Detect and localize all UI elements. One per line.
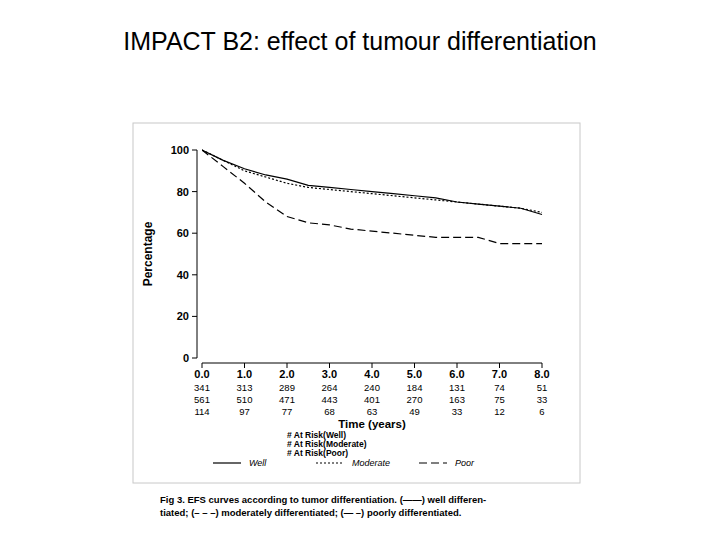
at-risk-label: # At Risk(Poor) — [287, 448, 348, 458]
y-tick — [192, 191, 197, 192]
x-tick-label: 0.0 — [194, 368, 209, 380]
slide: IMPACT B2: effect of tumour differentiat… — [0, 0, 720, 540]
slide-title: IMPACT B2: effect of tumour differentiat… — [123, 27, 596, 55]
at-risk-count: 270 — [407, 394, 423, 405]
legend-swatch — [316, 462, 344, 463]
survival-curve — [202, 150, 542, 244]
x-tick-label: 2.0 — [279, 368, 294, 380]
y-tick — [192, 316, 197, 317]
x-axis-label: Time (years) — [338, 418, 406, 430]
legend-label: Poor — [455, 458, 475, 468]
at-risk-count: 240 — [364, 382, 380, 393]
at-risk-count: 131 — [449, 382, 465, 393]
at-risk-count: 264 — [322, 382, 338, 393]
y-tick-label: 100 — [171, 144, 189, 156]
at-risk-count: 184 — [407, 382, 423, 393]
plot-area — [202, 150, 542, 244]
x-tick-label: 8.0 — [534, 368, 549, 380]
at-risk-count: 33 — [537, 394, 548, 405]
x-tick-label: 3.0 — [322, 368, 337, 380]
at-risk-count: 313 — [237, 382, 253, 393]
at-risk-count: 33 — [452, 406, 463, 417]
y-tick — [192, 274, 197, 275]
caption: tiated; (– – –) moderately differentiate… — [160, 507, 461, 518]
at-risk-count: 6 — [539, 406, 544, 417]
at-risk-count: 289 — [279, 382, 295, 393]
y-tick — [192, 358, 197, 359]
y-axis — [197, 150, 198, 358]
y-tick-label: 40 — [177, 269, 189, 281]
caption: Fig 3. EFS curves according to tumor dif… — [160, 494, 486, 505]
x-tick-label: 6.0 — [449, 368, 464, 380]
y-tick-label: 80 — [177, 186, 189, 198]
at-risk-count: 561 — [194, 394, 210, 405]
y-tick — [192, 233, 197, 234]
at-risk-count: 341 — [194, 382, 210, 393]
legend-swatch — [419, 462, 447, 463]
y-tick-label: 60 — [177, 227, 189, 239]
survival-curve — [202, 150, 542, 212]
at-risk-count: 114 — [194, 406, 209, 417]
at-risk-count: 471 — [279, 394, 295, 405]
figure-frame — [133, 123, 580, 483]
y-tick — [192, 150, 197, 151]
y-tick-label: 0 — [183, 352, 189, 364]
y-axis-label: Percentage — [141, 221, 155, 286]
at-risk-count: 510 — [237, 394, 253, 405]
survival-curve — [202, 150, 542, 214]
x-tick-label: 4.0 — [364, 368, 379, 380]
at-risk-count: 443 — [322, 394, 338, 405]
at-risk-count: 49 — [409, 406, 420, 417]
x-tick-label: 7.0 — [492, 368, 507, 380]
x-tick-label: 1.0 — [237, 368, 252, 380]
at-risk-count: 74 — [494, 382, 505, 393]
legend-label: Moderate — [352, 458, 390, 468]
legend-label: Well — [249, 458, 267, 468]
at-risk-count: 75 — [494, 394, 505, 405]
at-risk-count: 401 — [364, 394, 380, 405]
x-tick-label: 5.0 — [407, 368, 422, 380]
at-risk-count: 12 — [494, 406, 505, 417]
at-risk-count: 68 — [324, 406, 335, 417]
at-risk-count: 63 — [367, 406, 378, 417]
at-risk-count: 77 — [282, 406, 293, 417]
at-risk-count: 163 — [449, 394, 465, 405]
y-tick-label: 20 — [177, 310, 189, 322]
at-risk-count: 51 — [537, 382, 548, 393]
at-risk-count: 97 — [239, 406, 250, 417]
legend-swatch — [213, 462, 241, 463]
